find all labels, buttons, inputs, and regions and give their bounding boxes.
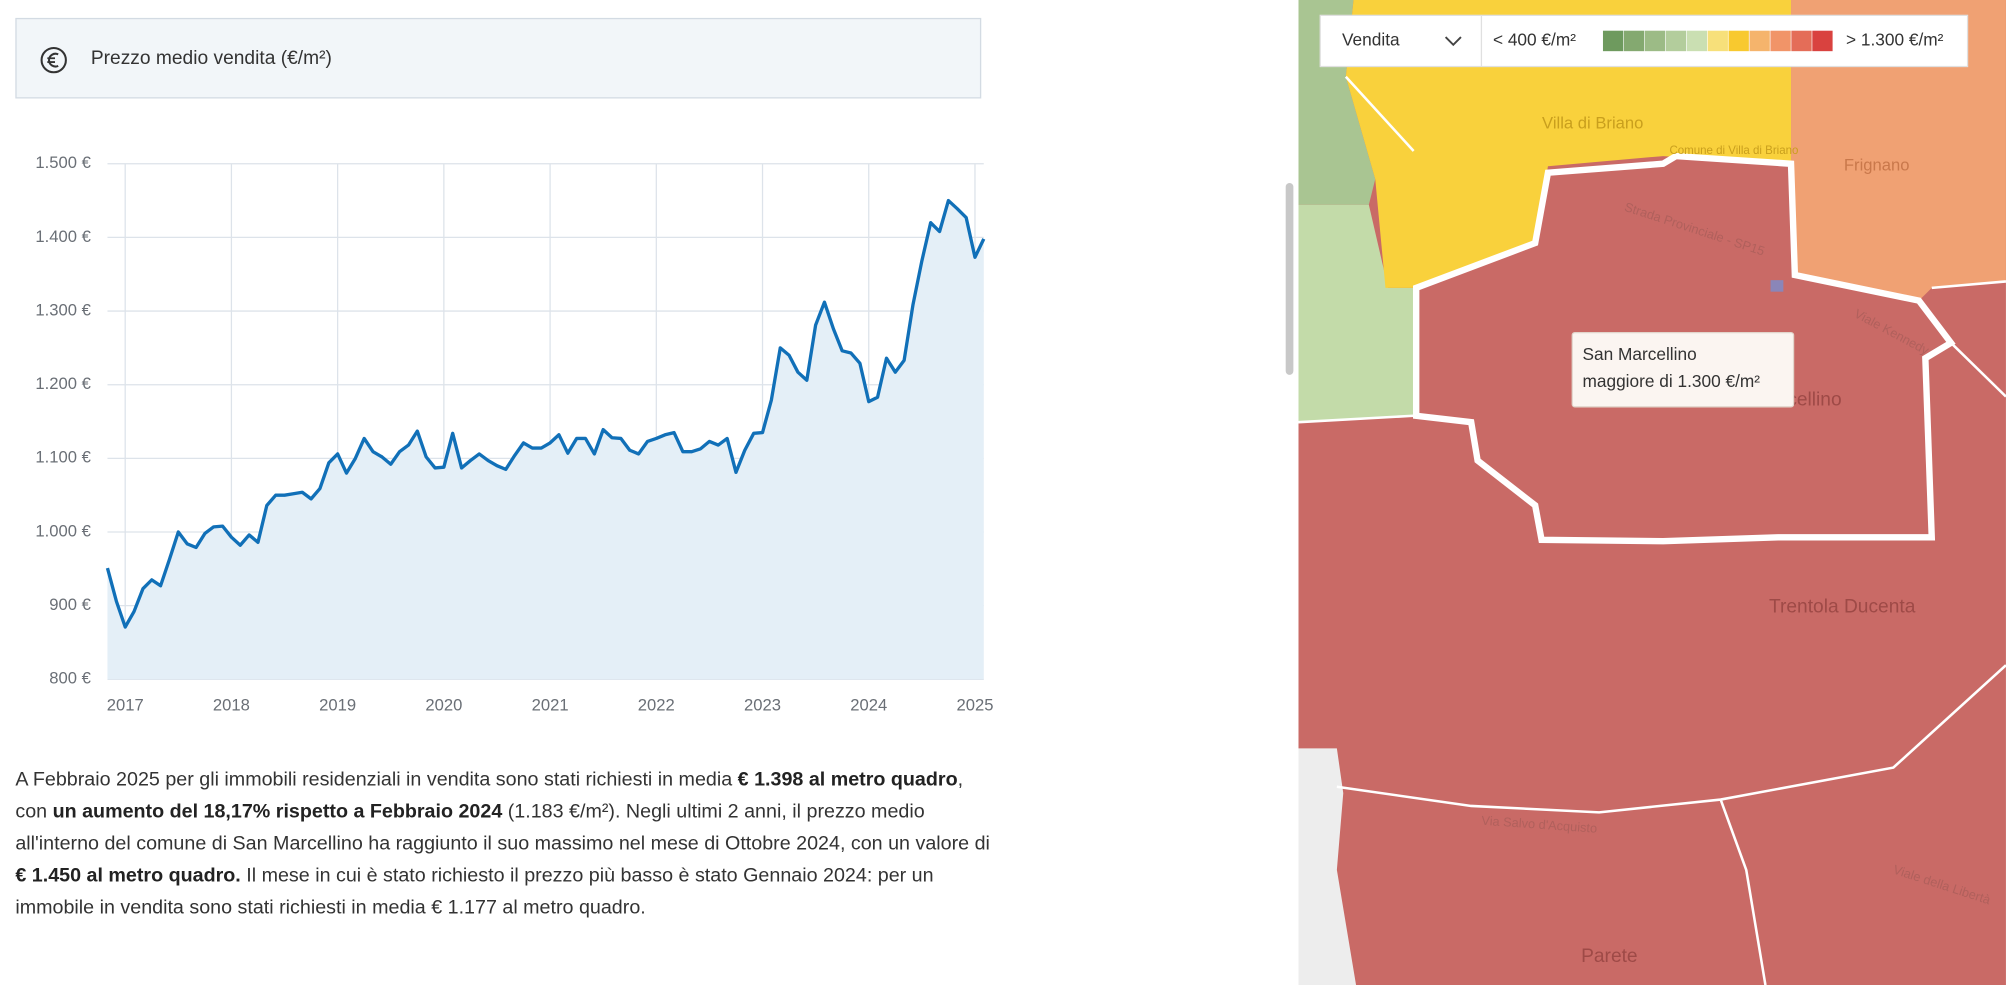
x-tick-label: 2025	[956, 696, 993, 715]
place-label: Parete	[1581, 946, 1638, 967]
y-tick-label: 1.200 €	[35, 374, 91, 393]
header-title: Prezzo medio vendita (€/m²)	[90, 47, 332, 70]
place-label: Frignano	[1844, 156, 1910, 175]
scrollbar[interactable]	[1285, 182, 1294, 375]
text: Il mese in cui è stato richiesto il prez…	[15, 864, 934, 919]
region[interactable]	[1298, 748, 1357, 985]
text: A Febbraio 2025 per gli immobili residen…	[15, 768, 738, 791]
legend-swatch	[1812, 30, 1833, 52]
legend-swatch	[1728, 30, 1749, 52]
y-tick-label: 1.500 €	[35, 153, 91, 172]
x-tick-label: 2017	[107, 696, 144, 715]
chart: 800 € 900 € 1.000 € 1.100 € 1.200 € 1.300 € 1.…	[35, 153, 993, 715]
y-tick-label: 800 €	[49, 669, 91, 688]
place-label: Villa di Briano	[1542, 113, 1643, 132]
legend-swatch	[1686, 30, 1707, 52]
map-legend: Vendita < 400 €/m² > 1.300 €/m²	[1319, 14, 1969, 68]
tooltip-text: maggiore di 1.300 €/m²	[1582, 371, 1760, 391]
y-tick-label: 900 €	[49, 595, 91, 614]
region[interactable]	[1791, 0, 2006, 301]
region[interactable]	[1298, 204, 1417, 423]
dropdown-label[interactable]: Vendita	[1342, 30, 1400, 50]
bold-text: € 1.398 al metro quadro	[737, 768, 958, 791]
x-tick-label: 2023	[744, 696, 781, 715]
x-tick-label: 2019	[319, 696, 356, 715]
y-tick-label: 1.000 €	[35, 521, 91, 540]
legend-min: < 400 €/m²	[1493, 30, 1576, 50]
region[interactable]	[1298, 0, 1376, 205]
region[interactable]	[1345, 0, 1792, 288]
legend-swatch	[1749, 30, 1770, 52]
legend-swatch	[1623, 30, 1645, 52]
dropdown[interactable]: Vendita	[1342, 30, 1462, 50]
tooltip: San Marcellino maggiore di 1.300 €/m²	[1571, 331, 1795, 408]
line	[105, 198, 986, 629]
chevron[interactable]	[1444, 36, 1462, 47]
legend-swatch	[1707, 30, 1728, 52]
x-tick-label: 2020	[425, 696, 462, 715]
x-tick-label: 2024	[850, 696, 887, 715]
y-tick-label: 1.300 €	[35, 300, 91, 319]
x-tick-label: 2018	[213, 696, 250, 715]
area	[107, 200, 984, 680]
legend-swatch	[1770, 30, 1791, 52]
borders	[1298, 75, 2006, 985]
legend-swatch	[1602, 30, 1624, 52]
bold-text: un aumento del 18,17% rispetto a Febbrai…	[52, 800, 503, 823]
x-tick-label: 2021	[532, 696, 569, 715]
selected-border	[1412, 152, 1956, 545]
x-tick-label: 2022	[638, 696, 675, 715]
place-label: Trentola Ducenta	[1769, 597, 1916, 618]
text: , con	[15, 768, 964, 823]
y-tick-label: 1.100 €	[35, 448, 91, 467]
legend-swatch	[1791, 30, 1812, 52]
description: A Febbraio 2025 per gli immobili residen…	[15, 764, 990, 924]
tooltip-title: San Marcellino	[1582, 344, 1696, 364]
bold-text: € 1.450 al metro quadro.	[15, 864, 241, 887]
header: Prezzo medio vendita (€/m²)	[15, 17, 982, 99]
text: (1.183 €/m²). Negli ultimi 2 anni, il pr…	[15, 800, 990, 855]
legend-swatch	[1644, 30, 1666, 52]
euro-icon	[40, 46, 67, 74]
map[interactable]: Villa di Briano Frignano San Marcellino …	[1298, 0, 2006, 985]
legend-swatch	[1665, 30, 1687, 52]
legend-max: > 1.300 €/m²	[1846, 30, 1944, 50]
place-label: Comune di Villa di Briano	[1669, 145, 1798, 157]
y-tick-label: 1.400 €	[35, 227, 91, 246]
map-icon	[1770, 280, 1784, 292]
